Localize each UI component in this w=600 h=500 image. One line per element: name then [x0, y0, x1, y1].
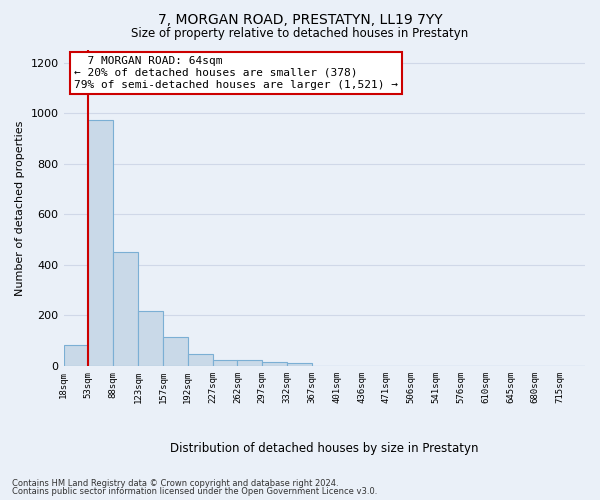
Bar [88, 120, 113, 366]
Bar [287, 364, 312, 366]
Bar [163, 338, 188, 366]
Text: Size of property relative to detached houses in Prestatyn: Size of property relative to detached ho… [131, 28, 469, 40]
Text: 7, MORGAN ROAD, PRESTATYN, LL19 7YY: 7, MORGAN ROAD, PRESTATYN, LL19 7YY [158, 12, 442, 26]
Text: 7 MORGAN ROAD: 64sqm  
← 20% of detached houses are smaller (378)
79% of semi-de: 7 MORGAN ROAD: 64sqm ← 20% of detached h… [74, 56, 398, 90]
Bar [262, 362, 287, 366]
Bar [113, 252, 138, 366]
Bar [64, 346, 88, 366]
Bar [238, 360, 262, 366]
Bar [138, 311, 163, 366]
Text: Contains HM Land Registry data © Crown copyright and database right 2024.: Contains HM Land Registry data © Crown c… [12, 478, 338, 488]
Bar [212, 360, 238, 366]
X-axis label: Distribution of detached houses by size in Prestatyn: Distribution of detached houses by size … [170, 442, 479, 455]
Bar [188, 354, 212, 366]
Y-axis label: Number of detached properties: Number of detached properties [15, 120, 25, 296]
Text: Contains public sector information licensed under the Open Government Licence v3: Contains public sector information licen… [12, 487, 377, 496]
